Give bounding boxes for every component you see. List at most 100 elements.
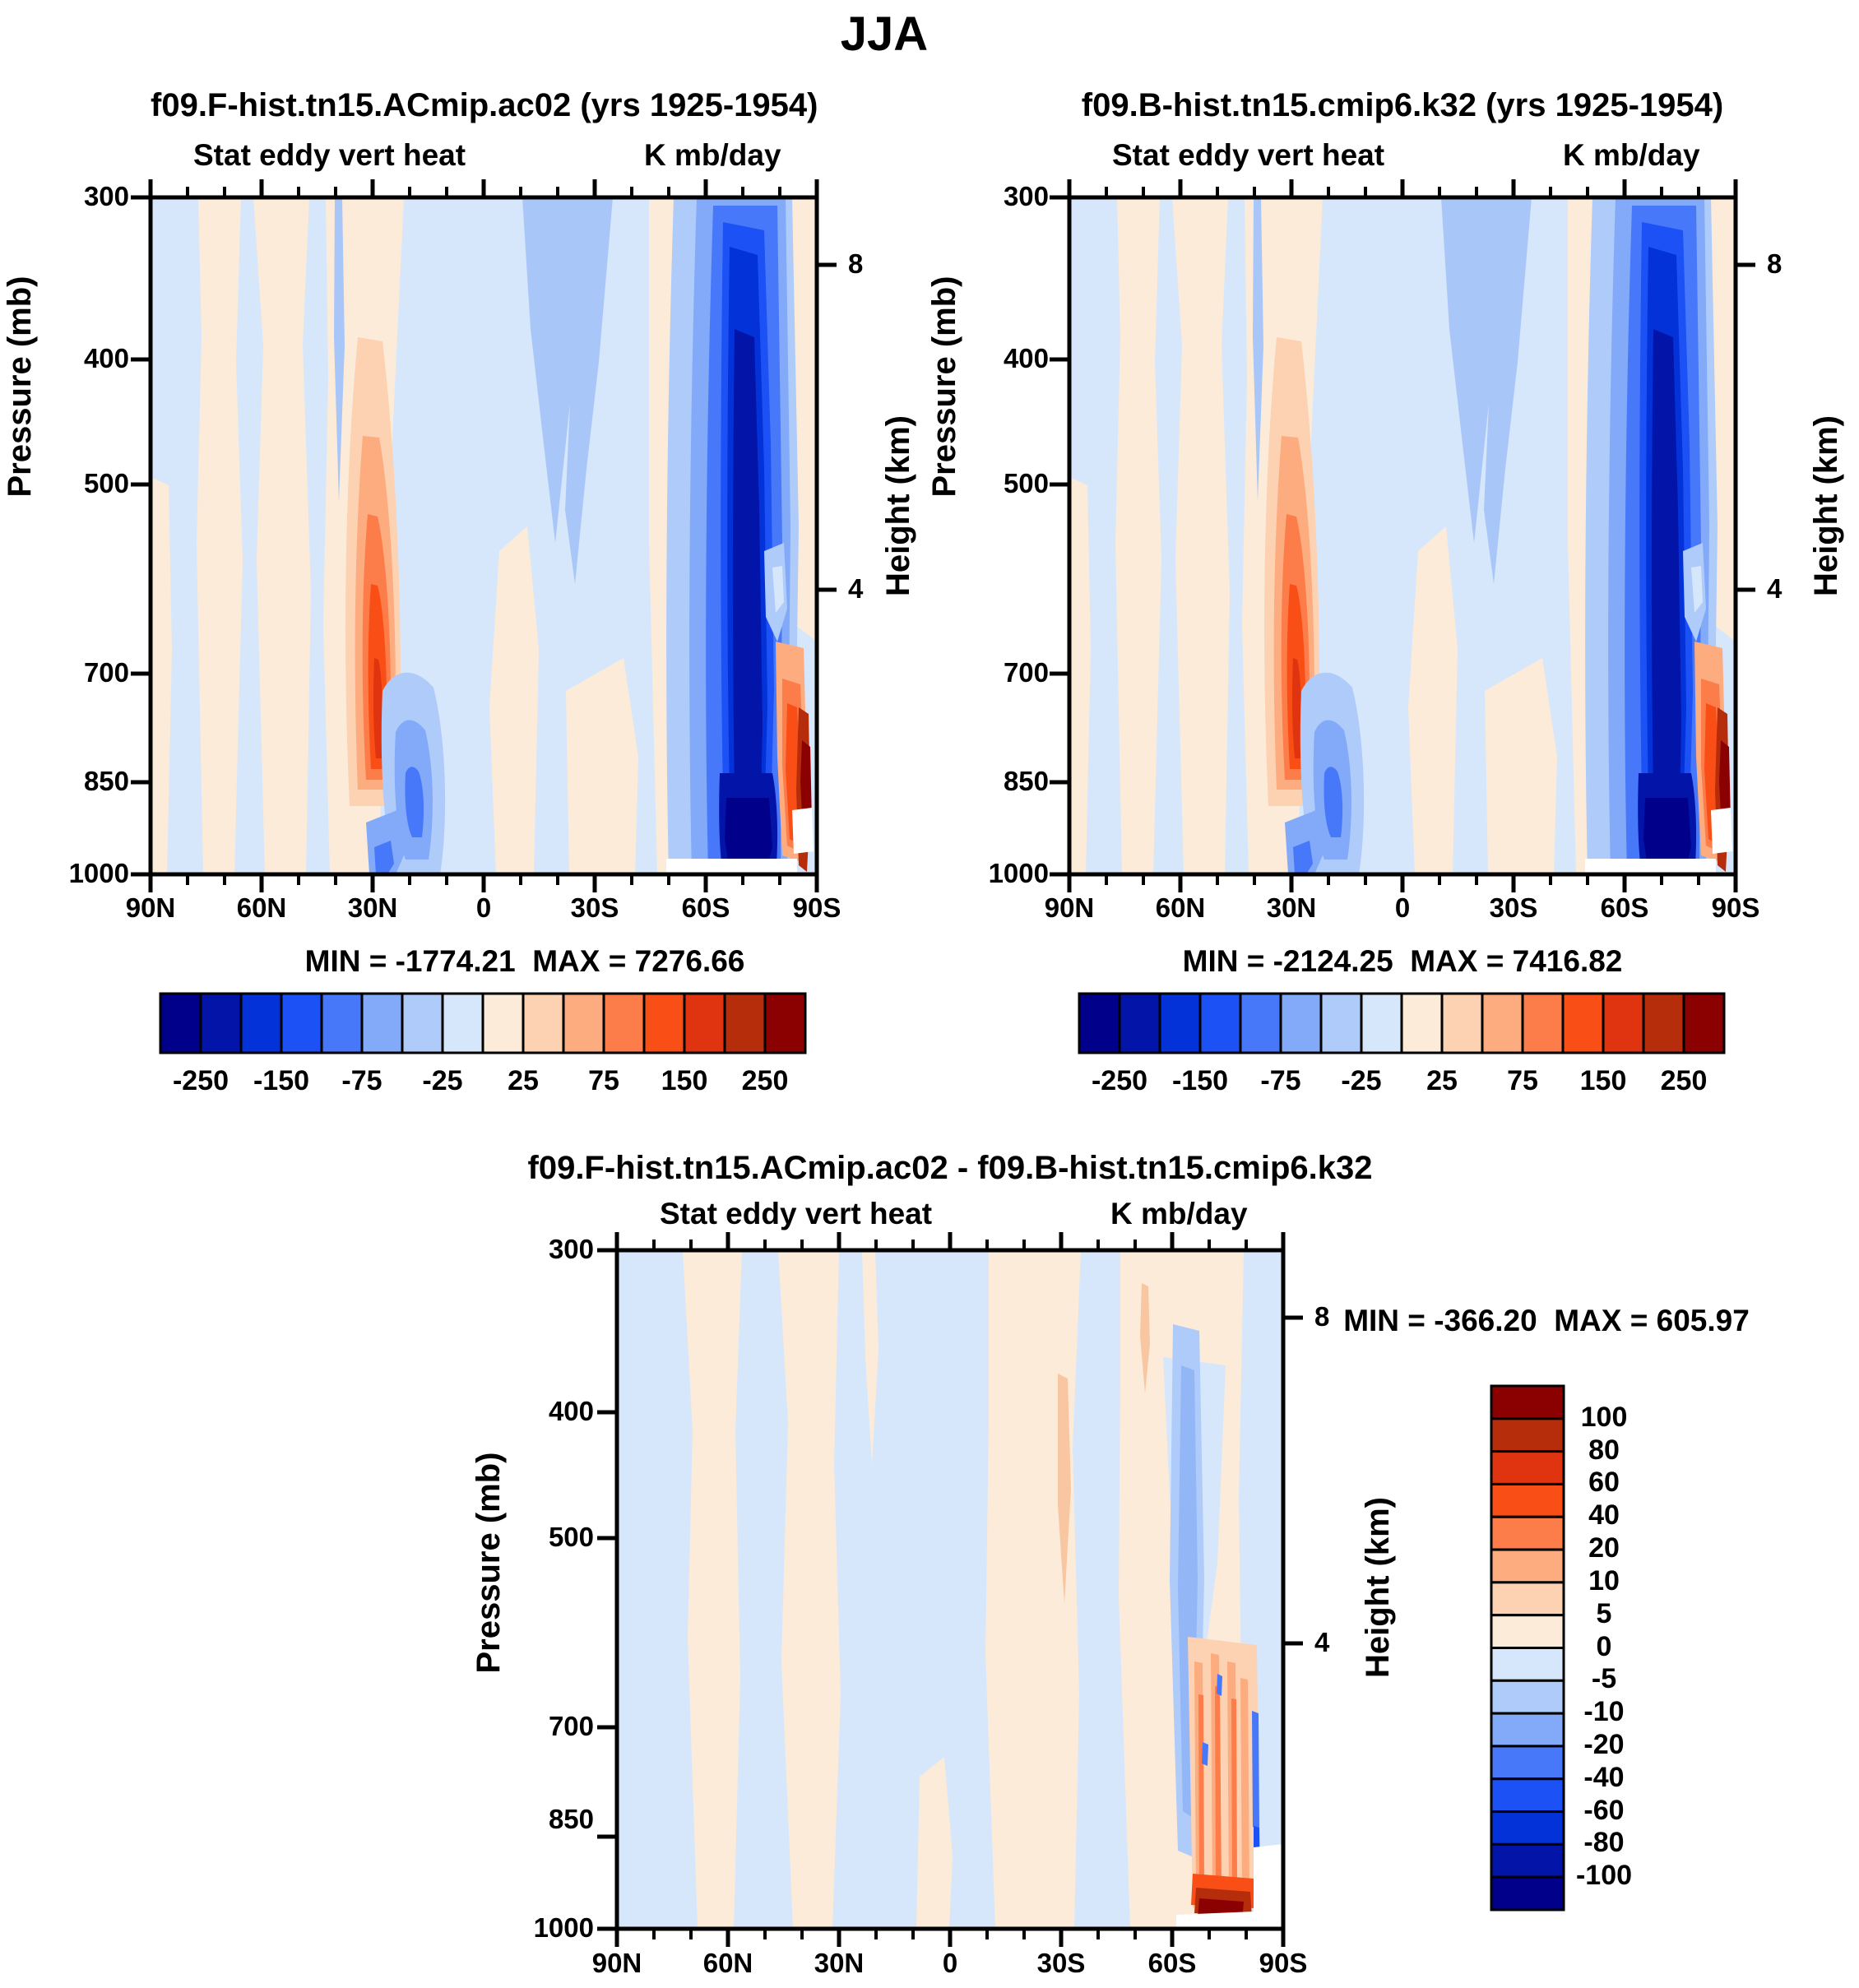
panel1-height-tick: 8 [848, 248, 864, 279]
panel1-title: f09.F-hist.tn15.ACmip.ac02 (yrs 1925-195… [151, 87, 818, 123]
panel1-colorbar [159, 992, 807, 1054]
panel3-lat-tick: 60S [1147, 1948, 1197, 1978]
panel3-plot [597, 1232, 1303, 1947]
panel1-lat-tick: 60S [681, 892, 730, 923]
panel3-colorbar-label: 5 [1596, 1598, 1612, 1629]
panel3-colorbar-label: 40 [1588, 1499, 1620, 1531]
panel2-pressure-tick: 400 [1003, 343, 1049, 373]
panel2-colorbar-label: -25 [1341, 1065, 1382, 1096]
panel3-lat-tick: 60N [702, 1948, 753, 1978]
panel1-lat-tick: 60N [236, 892, 287, 923]
panel1-pressure-axis-label: Pressure (mb) [2, 276, 38, 498]
panel1-pressure-tick: 1000 [68, 858, 129, 888]
panel2-lat-tick: 60N [1155, 892, 1206, 923]
panel3-colorbar-label: 0 [1596, 1631, 1612, 1662]
panel3-pressure-tick: 500 [548, 1522, 594, 1552]
panel3-min-max: MIN = -366.20 MAX = 605.97 [1343, 1304, 1750, 1337]
figure-title: JJA [840, 7, 929, 61]
panel1-colorbar-label: 250 [741, 1065, 789, 1096]
panel3-pressure-tick: 400 [548, 1396, 594, 1426]
panel2-pressure-tick: 700 [1003, 657, 1049, 688]
panel3-pressure-tick: 1000 [533, 1912, 594, 1943]
panel3-height-tick: 8 [1314, 1301, 1330, 1332]
panel3-title: f09.F-hist.tn15.ACmip.ac02 - f09.B-hist.… [457, 1150, 1444, 1187]
panel3-colorbar-label: 100 [1580, 1402, 1628, 1433]
panel1-colorbar-label: 25 [508, 1065, 539, 1096]
panel2-pressure-tick: 850 [1003, 766, 1049, 796]
panel3-colorbar-label: 10 [1588, 1565, 1620, 1596]
panel1-height-tick: 4 [848, 573, 864, 604]
panel2-colorbar-label: 25 [1426, 1065, 1458, 1096]
panel1-pressure-tick: 400 [83, 343, 129, 373]
panel3-colorbar-label: -20 [1583, 1729, 1625, 1760]
panel2-height-axis-label: Height (km) [1808, 415, 1844, 596]
panel1-colorbar-label: -25 [422, 1065, 463, 1096]
panel2-lat-tick: 90S [1711, 892, 1760, 923]
panel3-pressure-tick: 850 [548, 1804, 594, 1834]
panel3-colorbar [1490, 1384, 1565, 1912]
panel1-lat-tick: 90N [125, 892, 176, 923]
panel3-pressure-tick: 300 [548, 1234, 594, 1264]
panel3-lat-tick: 30S [1036, 1948, 1086, 1978]
panel1-colorbar-label: 75 [588, 1065, 619, 1096]
panel1-pressure-tick: 300 [83, 181, 129, 211]
panel1-pressure-tick: 850 [83, 766, 129, 796]
panel3-colorbar-label: 60 [1588, 1467, 1620, 1498]
panel2-height-tick: 4 [1767, 573, 1783, 604]
panel2-lat-tick: 30S [1489, 892, 1538, 923]
panel2-lat-tick: 30N [1266, 892, 1317, 923]
panel3-lat-tick: 30N [814, 1948, 865, 1978]
panel2-plot [1050, 179, 1755, 892]
panel2-colorbar-label: 75 [1507, 1065, 1538, 1096]
panel2-colorbar [1078, 992, 1726, 1054]
panel2-subtitle-left: Stat eddy vert heat [1112, 138, 1385, 172]
panel3-colorbar-label: 80 [1588, 1434, 1620, 1466]
panel3-colorbar-label: -80 [1583, 1827, 1625, 1858]
panel1-colorbar-label: 150 [661, 1065, 708, 1096]
panel2-pressure-tick: 500 [1003, 468, 1049, 498]
panel3-colorbar-label: -60 [1583, 1795, 1625, 1826]
panel2-lat-tick: 0 [1394, 892, 1411, 923]
panel3-subtitle-left: Stat eddy vert heat [660, 1197, 933, 1230]
panel2-subtitle-right: K mb/day [1563, 138, 1700, 172]
panel1-lat-tick: 0 [475, 892, 492, 923]
panel1-colorbar-label: -250 [172, 1065, 229, 1096]
panel2-pressure-tick: 300 [1003, 181, 1049, 211]
panel2-colorbar-label: -75 [1260, 1065, 1301, 1096]
panel2-pressure-tick: 1000 [988, 858, 1049, 888]
panel1-pressure-tick: 700 [83, 657, 129, 688]
panel1-lat-tick: 30S [570, 892, 619, 923]
panel3-lat-tick: 90N [591, 1948, 642, 1978]
panel1-pressure-tick: 500 [83, 468, 129, 498]
panel1-subtitle-right: K mb/day [644, 138, 781, 172]
panel3-colorbar-label: -5 [1591, 1663, 1617, 1694]
panel1-lat-tick: 90S [792, 892, 841, 923]
panel3-colorbar-label: -100 [1575, 1860, 1633, 1891]
panel3-subtitle-right: K mb/day [1110, 1197, 1248, 1230]
panel3-lat-tick: 90S [1259, 1948, 1308, 1978]
panel1-subtitle-left: Stat eddy vert heat [193, 138, 466, 172]
panel1-colorbar-label: -150 [253, 1065, 310, 1096]
panel2-colorbar-label: -250 [1091, 1065, 1148, 1096]
panel2-height-tick: 8 [1767, 248, 1783, 279]
panel1-height-axis-label: Height (km) [880, 415, 916, 596]
panel3-pressure-tick: 700 [548, 1711, 594, 1741]
panel2-colorbar-label: -150 [1171, 1065, 1229, 1096]
panel3-colorbar-label: -10 [1583, 1696, 1625, 1727]
panel2-pressure-axis-label: Pressure (mb) [926, 276, 962, 498]
panel1-colorbar-label: -75 [341, 1065, 382, 1096]
panel3-lat-tick: 0 [942, 1948, 958, 1978]
panel3-height-tick: 4 [1314, 1627, 1330, 1657]
panel2-colorbar-label: 150 [1579, 1065, 1627, 1096]
panel3-title-text: f09.F-hist.tn15.ACmip.ac02 - f09.B-hist.… [527, 1150, 1373, 1186]
panel2-lat-tick: 90N [1044, 892, 1095, 923]
panel2-title: f09.B-hist.tn15.cmip6.k32 (yrs 1925-1954… [1081, 87, 1724, 123]
panel1-lat-tick: 30N [347, 892, 398, 923]
panel2-colorbar-label: 250 [1660, 1065, 1708, 1096]
panel1-min-max: MIN = -1774.21 MAX = 7276.66 [304, 944, 745, 978]
panel2-min-max: MIN = -2124.25 MAX = 7416.82 [1182, 944, 1623, 978]
panel3-colorbar-label: 20 [1588, 1532, 1620, 1564]
panel3-pressure-axis-label: Pressure (mb) [471, 1452, 507, 1674]
panel2-lat-tick: 60S [1600, 892, 1649, 923]
